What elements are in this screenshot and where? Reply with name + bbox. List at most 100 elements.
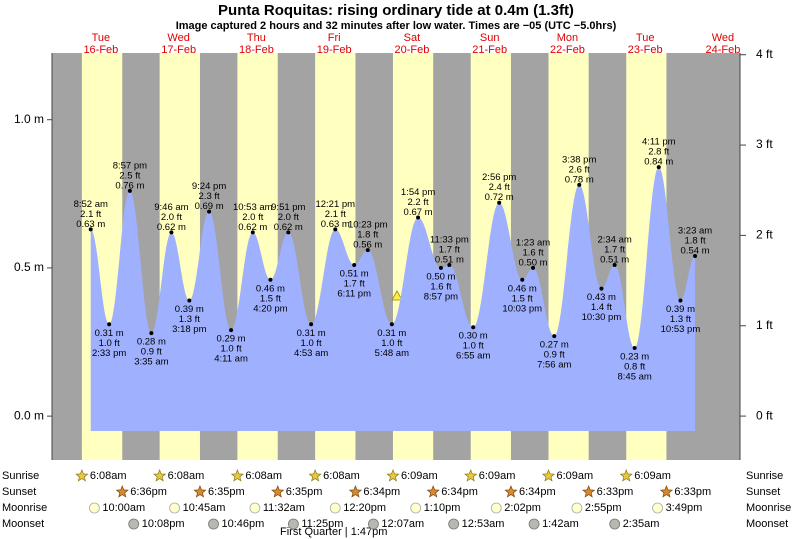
tide-label: 0.72 m — [485, 192, 514, 203]
tide-point — [149, 331, 154, 336]
y2-tick-label: 1 ft — [756, 318, 773, 332]
tide-label: 10:23 pm — [348, 220, 388, 231]
tide-label: 2.6 ft — [569, 164, 590, 175]
tide-label: 0.9 ft — [141, 347, 162, 358]
sunset-icon — [504, 485, 518, 498]
sunset-time: 6:33pm — [674, 486, 711, 498]
moonset-time: 12:07am — [381, 518, 424, 530]
tide-label: 1.5 ft — [260, 293, 281, 304]
tide-area — [90, 167, 696, 431]
tide-label: 1.0 ft — [381, 338, 402, 349]
tide-label: 0.31 m — [95, 328, 124, 339]
tide-point — [250, 230, 255, 235]
row-label: Moonset — [746, 518, 788, 530]
day-label: Thu — [247, 32, 266, 44]
tide-label: 0.28 m — [137, 337, 166, 348]
moonset-icon — [287, 518, 299, 530]
tide-label: 0.51 m — [340, 268, 369, 279]
tide-label: 1.8 ft — [357, 230, 378, 241]
tide-label: 0.8 ft — [624, 361, 645, 372]
sunrise-icon — [464, 469, 478, 482]
day-label: Sun — [480, 32, 500, 44]
tide-point — [678, 298, 683, 303]
sunset-time: 6:35pm — [286, 486, 323, 498]
moonset-time: 1:42am — [542, 518, 579, 530]
tide-label: 5:48 am — [375, 348, 409, 359]
date-label: 19-Feb — [317, 44, 352, 56]
moonrise-icon — [571, 502, 583, 514]
tide-point — [207, 209, 212, 214]
tide-point — [693, 254, 698, 259]
tide-label: 3:35 am — [134, 357, 168, 368]
tide-label: 1.7 ft — [344, 278, 365, 289]
tide-label: 0.62 m — [238, 222, 267, 233]
moonset-icon — [208, 518, 219, 530]
moonrise-time: 2:55pm — [585, 502, 622, 514]
moonrise-icon — [89, 502, 100, 514]
tide-label: 1.0 ft — [99, 338, 120, 349]
sunset-icon — [582, 485, 596, 498]
tide-label: 0.51 m — [435, 254, 464, 265]
tide-point — [612, 262, 617, 267]
date-label: 18-Feb — [239, 44, 274, 56]
tide-label: 4:11 pm — [642, 137, 676, 148]
moonset-icon — [609, 518, 621, 530]
moonrise-icon — [410, 502, 422, 514]
tide-label: 0.62 m — [157, 222, 186, 233]
tide-label: 0.46 m — [256, 283, 285, 294]
tide-label: 1.0 ft — [221, 344, 242, 355]
tide-label: 0.63 m — [76, 219, 105, 230]
tide-label: 1.4 ft — [591, 302, 612, 313]
tide-label: 0.76 m — [115, 180, 144, 191]
sunrise-icon — [619, 469, 633, 482]
tide-point — [286, 230, 291, 235]
moonset-time: 10:08pm — [142, 518, 185, 530]
sunrise-time: 6:08am — [90, 470, 127, 482]
tide-label: 0.84 m — [644, 157, 673, 168]
tide-label: 3:23 am — [678, 226, 712, 237]
tide-label: 1:23 am — [516, 237, 550, 248]
tide-point — [531, 265, 536, 270]
day-label: Wed — [167, 32, 189, 44]
y2-tick-label: 3 ft — [756, 137, 773, 151]
tide-label: 0.31 m — [297, 328, 326, 339]
tide-label: 0.30 m — [459, 331, 488, 342]
tide-label: 2.1 ft — [80, 209, 101, 220]
tide-label: 1.7 ft — [439, 244, 460, 255]
tide-point — [471, 325, 476, 330]
tide-label: 0.78 m — [565, 174, 594, 185]
tide-label: 0.50 m — [519, 257, 548, 268]
row-label: Sunrise — [2, 470, 39, 482]
tide-point — [333, 227, 338, 232]
tide-point — [577, 182, 582, 187]
moon-phase: First Quarter | 1:47pm — [280, 526, 387, 538]
tide-point — [599, 286, 604, 291]
tide-label: 2.0 ft — [242, 212, 263, 223]
date-label: 17-Feb — [161, 44, 196, 56]
tide-point — [365, 248, 370, 253]
day-label: Wed — [712, 32, 734, 44]
tide-label: 9:24 pm — [192, 181, 226, 192]
sunset-icon — [193, 485, 207, 498]
tide-label: 0.56 m — [353, 240, 382, 251]
day-label: Tue — [92, 32, 111, 44]
tide-label: 0.31 m — [377, 328, 406, 339]
y-tick-label: 0.0 m — [14, 408, 44, 422]
row-label: Sunset — [2, 486, 36, 498]
tide-label: 0.62 m — [274, 222, 303, 233]
sunrise-icon — [153, 469, 167, 482]
day-label: Sat — [404, 32, 421, 44]
tide-label: 0.43 m — [587, 292, 616, 303]
sunrise-time: 6:09am — [479, 470, 516, 482]
tide-point — [520, 277, 525, 282]
tide-label: 2.4 ft — [489, 182, 510, 193]
current-tide-marker — [391, 290, 403, 301]
tide-point — [107, 322, 112, 327]
tide-label: 1.8 ft — [684, 236, 705, 247]
sunset-time: 6:34pm — [363, 486, 400, 498]
tide-label: 2.5 ft — [119, 170, 140, 181]
tide-label: 11:33 pm — [430, 234, 469, 245]
tide-label: 8:45 am — [618, 371, 652, 382]
tide-label: 10:03 pm — [502, 303, 542, 314]
tide-label: 1.6 ft — [430, 281, 451, 292]
